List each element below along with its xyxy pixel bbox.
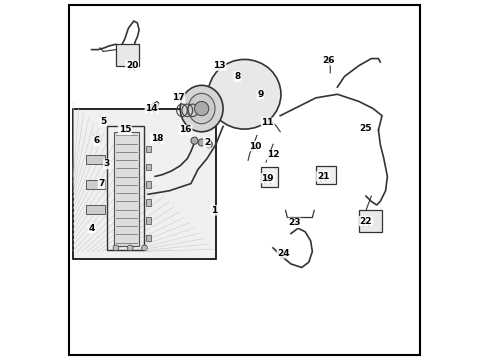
Circle shape	[205, 141, 212, 148]
Bar	[146, 217, 150, 224]
Text: 23: 23	[287, 219, 300, 228]
Ellipse shape	[180, 85, 223, 132]
Text: 16: 16	[179, 126, 191, 135]
Text: 9: 9	[257, 90, 263, 99]
Bar	[85, 180, 105, 189]
Text: 14: 14	[145, 104, 158, 113]
Bar	[146, 199, 150, 206]
Circle shape	[127, 245, 133, 251]
Text: 22: 22	[359, 217, 371, 226]
Ellipse shape	[207, 59, 281, 129]
Text: 5: 5	[100, 117, 106, 126]
Text: 7: 7	[98, 179, 104, 188]
Bar	[146, 146, 150, 152]
Text: 3: 3	[103, 159, 110, 168]
Circle shape	[198, 139, 205, 146]
Text: 4: 4	[88, 224, 95, 233]
Ellipse shape	[188, 93, 215, 124]
Text: 1: 1	[211, 206, 217, 215]
Text: 12: 12	[266, 150, 279, 159]
Circle shape	[142, 245, 147, 251]
Bar	[73, 109, 216, 258]
Bar	[85, 155, 105, 164]
Text: 17: 17	[172, 93, 184, 102]
Text: 8: 8	[234, 72, 240, 81]
Text: 18: 18	[150, 134, 163, 143]
Bar	[146, 181, 150, 188]
Bar	[107, 126, 144, 249]
Text: 13: 13	[213, 61, 225, 70]
Text: 19: 19	[261, 174, 273, 183]
Circle shape	[194, 102, 208, 116]
Text: 21: 21	[316, 172, 328, 181]
Bar	[146, 163, 150, 170]
Text: 15: 15	[118, 126, 131, 135]
Bar	[116, 44, 139, 66]
Text: 26: 26	[322, 56, 334, 65]
Circle shape	[190, 137, 198, 144]
Text: 10: 10	[248, 141, 261, 150]
Text: 24: 24	[277, 249, 289, 258]
Bar	[260, 167, 278, 187]
Text: 2: 2	[203, 138, 210, 147]
Bar	[146, 235, 150, 242]
Bar	[358, 210, 381, 232]
Text: 25: 25	[359, 124, 371, 133]
Bar	[85, 205, 105, 214]
Text: 20: 20	[125, 61, 138, 70]
Bar	[114, 132, 139, 246]
Text: 6: 6	[93, 136, 99, 145]
Circle shape	[113, 245, 119, 251]
Text: 11: 11	[261, 118, 273, 127]
Bar	[315, 166, 335, 184]
